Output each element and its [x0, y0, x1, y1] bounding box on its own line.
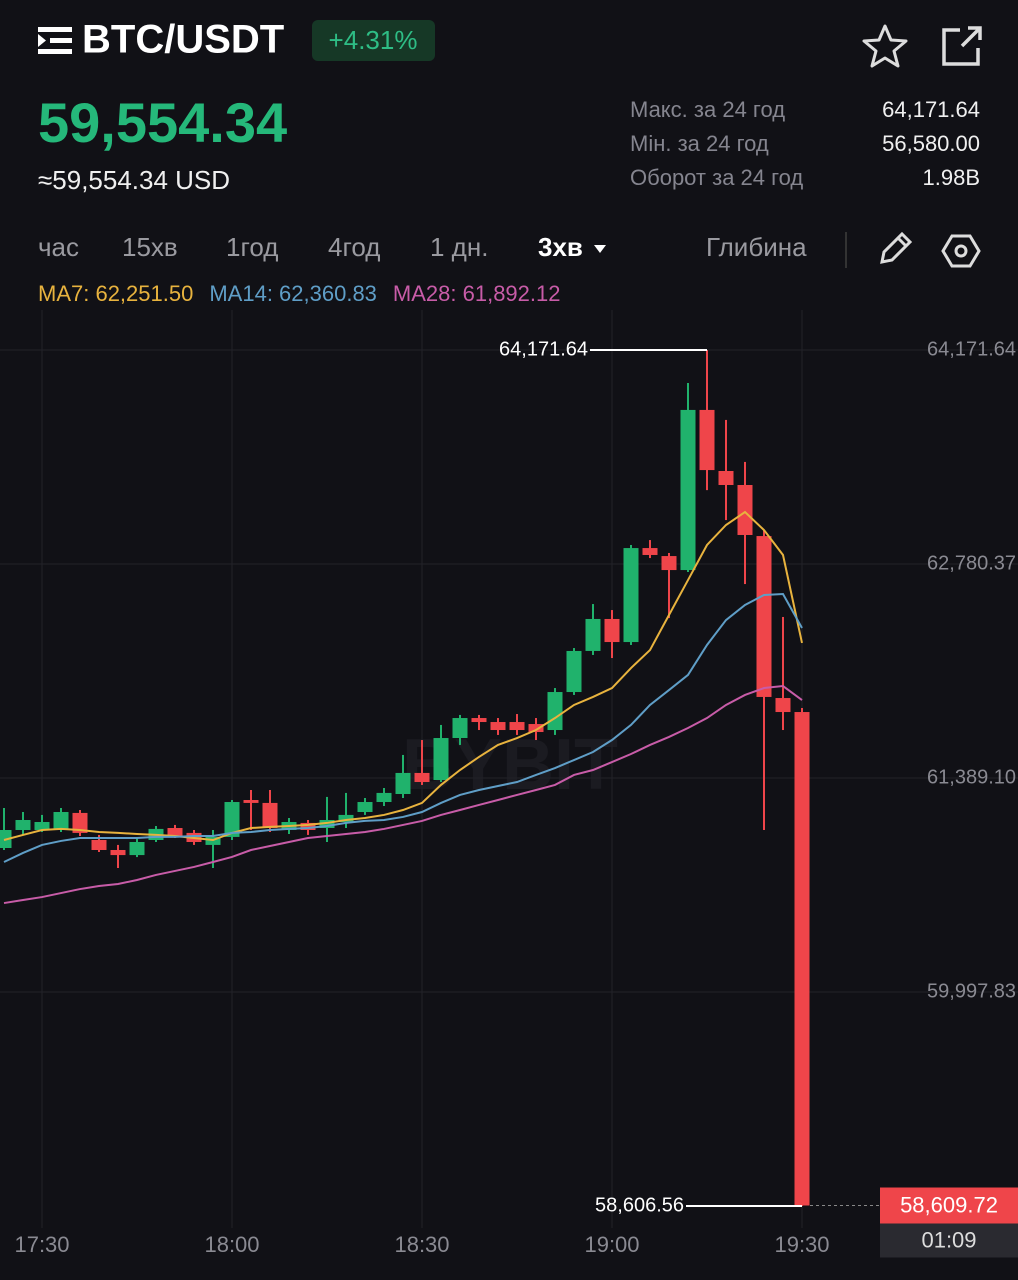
interval-tab[interactable]: 4год	[328, 232, 380, 262]
candle-body	[53, 812, 69, 831]
candle-body	[794, 712, 810, 1206]
y-tick-label: 62,780.37	[927, 552, 1016, 574]
candle-body	[110, 849, 126, 856]
stat-label: Оборот за 24 год	[630, 165, 803, 190]
stat-label: Мін. за 24 год	[630, 131, 769, 156]
interval-tab[interactable]: час	[38, 232, 79, 262]
stat-value: 56,580.00	[882, 131, 980, 156]
share-icon[interactable]	[942, 26, 982, 66]
candle-body	[319, 820, 335, 829]
x-tick-label: 18:00	[204, 1232, 259, 1257]
candle-body	[338, 814, 354, 823]
candle-body	[357, 802, 373, 813]
candle-body	[699, 409, 715, 471]
candle-body	[433, 738, 449, 781]
icon-bar	[38, 27, 72, 32]
candle-body	[34, 822, 50, 831]
y-tick-label: 59,997.83	[927, 980, 1016, 1002]
candle-body	[547, 692, 563, 731]
interval-tab[interactable]: 1 дн.	[430, 232, 488, 262]
icon-arrow	[38, 34, 46, 47]
ma-line	[3, 684, 803, 905]
candle-body	[490, 722, 506, 731]
candle-body	[756, 536, 772, 697]
candle-body	[376, 792, 392, 803]
candle-body	[775, 698, 791, 713]
candle-body	[623, 548, 639, 643]
icon-frame	[942, 28, 980, 66]
icon-bar	[38, 49, 72, 54]
countdown-box	[880, 1223, 1018, 1258]
draw-icon[interactable]	[880, 231, 913, 264]
candle-body	[680, 409, 696, 571]
candle-body	[642, 548, 658, 555]
stat-label: Макс. за 24 год	[630, 97, 785, 122]
candle-body	[224, 802, 240, 837]
icon-bar	[50, 38, 72, 43]
interval-tab[interactable]: 15хв	[122, 232, 178, 262]
change: +4.31%	[329, 25, 418, 55]
menu-icon[interactable]	[38, 27, 72, 54]
pair[interactable]: BTC/USDT	[82, 18, 284, 62]
price-usd: ≈59,554.34 USD	[38, 165, 230, 195]
candle-body	[585, 618, 601, 651]
x-tick-label: 19:30	[774, 1232, 829, 1257]
candle-body	[15, 820, 31, 831]
ma-line	[3, 510, 803, 842]
dropdown-arrow[interactable]	[594, 245, 606, 253]
candle-body	[718, 470, 734, 485]
candle-body	[661, 556, 677, 571]
x-tick-label: 19:00	[584, 1232, 639, 1257]
high-label: 64,171.64	[499, 338, 588, 360]
ma-line	[3, 593, 803, 863]
last-price-box	[880, 1187, 1018, 1224]
candle-body	[528, 724, 544, 733]
interval-tab[interactable]: 1год	[226, 232, 278, 262]
candle-body	[167, 828, 183, 837]
icon-arrow	[960, 26, 982, 48]
change-badge	[312, 20, 435, 61]
legend-entry: MA7: 62,251.50	[38, 281, 193, 306]
candle-body	[452, 718, 468, 739]
icon-hex	[941, 234, 981, 268]
candle-body	[414, 772, 430, 783]
legend-entry: MA14: 62,360.83	[209, 281, 377, 306]
candle-body	[91, 840, 107, 850]
candle-body	[604, 618, 620, 643]
low-label: 58,606.56	[595, 1194, 684, 1216]
countdown: 01:09	[921, 1227, 976, 1252]
stat-value: 64,171.64	[882, 97, 980, 122]
candle-body	[243, 800, 259, 803]
last-price-label: 58,609.72	[900, 1192, 998, 1217]
x-tick-label: 17:30	[14, 1232, 69, 1257]
interval-tab-active[interactable]: 3хв	[538, 232, 583, 262]
favorite-icon[interactable]	[862, 24, 908, 68]
y-tick-label: 61,389.10	[927, 766, 1016, 788]
candle-body	[262, 802, 278, 829]
candle-body	[72, 812, 88, 833]
depth-tab[interactable]: Глибина	[706, 232, 807, 262]
last-price: 59,554.34	[38, 91, 287, 154]
stat-value: 1.98B	[923, 165, 981, 190]
candle-body	[566, 650, 582, 693]
legend-entry: MA28: 61,892.12	[393, 281, 561, 306]
candle-body	[395, 772, 411, 795]
x-tick-label: 18:30	[394, 1232, 449, 1257]
candle-body	[300, 822, 316, 831]
candle-body	[129, 842, 145, 856]
candle-body	[471, 718, 487, 723]
icon-dot	[954, 244, 968, 258]
settings-icon[interactable]	[941, 234, 981, 268]
y-tick-label: 64,171.64	[927, 338, 1016, 360]
candle-body	[737, 484, 753, 535]
candle-body	[509, 722, 525, 731]
